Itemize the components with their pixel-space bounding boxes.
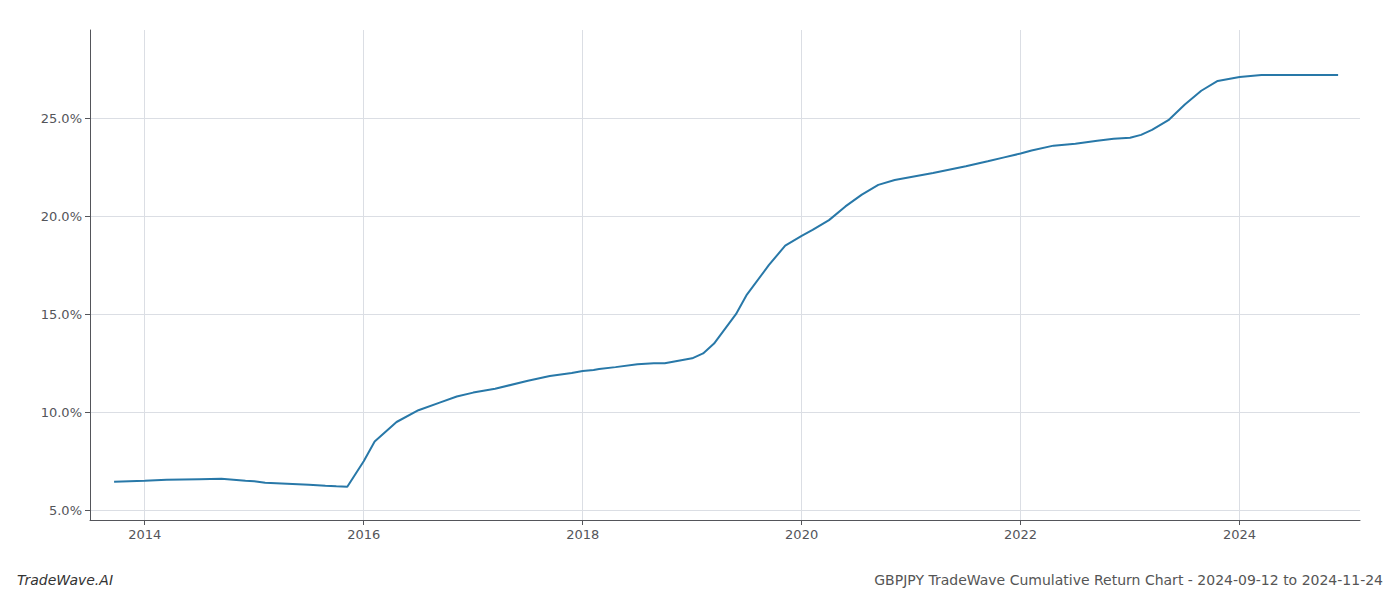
svg-text:2024: 2024 — [1223, 527, 1256, 542]
svg-text:GBPJPY TradeWave Cumulative Re: GBPJPY TradeWave Cumulative Return Chart… — [874, 572, 1383, 588]
svg-text:5.0%: 5.0% — [49, 503, 82, 518]
svg-text:2018: 2018 — [566, 527, 599, 542]
svg-text:TradeWave.AI: TradeWave.AI — [17, 572, 113, 588]
svg-text:2020: 2020 — [785, 527, 818, 542]
svg-text:10.0%: 10.0% — [41, 405, 82, 420]
svg-text:20.0%: 20.0% — [41, 209, 82, 224]
svg-text:2022: 2022 — [1004, 527, 1037, 542]
svg-text:15.0%: 15.0% — [41, 307, 82, 322]
svg-text:2016: 2016 — [347, 527, 380, 542]
svg-text:25.0%: 25.0% — [41, 111, 82, 126]
svg-text:2014: 2014 — [128, 527, 161, 542]
